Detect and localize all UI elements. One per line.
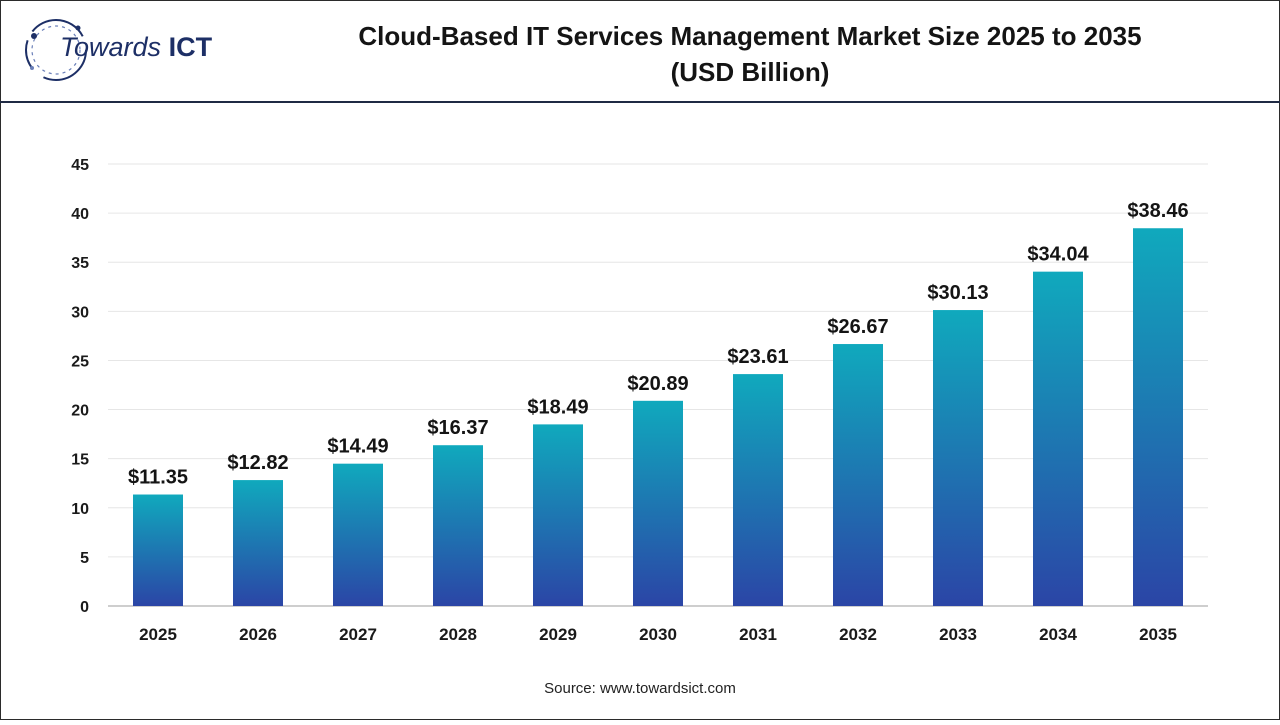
y-tick-label: 35 [71,255,89,272]
y-tick-label: 15 [71,452,89,469]
chart-title-line2: (USD Billion) [670,57,830,87]
bar-2033 [933,310,983,606]
x-tick-label-2035: 2035 [1139,625,1177,644]
x-tick-label-2027: 2027 [339,625,377,644]
bar-2026 [233,480,283,606]
data-label-2025: $11.35 [128,467,188,489]
y-tick-label: 30 [71,304,89,321]
y-tick-label: 10 [71,501,89,518]
bar-2029 [533,424,583,606]
data-label-2034: $34.04 [1027,244,1089,266]
bar-2035 [1133,228,1183,606]
x-tick-label-2034: 2034 [1039,625,1077,644]
y-tick-label: 5 [80,550,89,567]
header: Towards ICT Cloud-Based IT Services Mana… [0,0,1280,103]
x-tick-label-2029: 2029 [539,625,577,644]
logo-text-towards: Towards [60,32,169,62]
x-tick-label-2033: 2033 [939,625,977,644]
data-label-2031: $23.61 [727,346,788,368]
globe-logo-icon [25,19,87,81]
y-tick-label: 25 [71,353,89,370]
x-tick-label-2025: 2025 [139,625,177,644]
towards-ict-logo: Towards ICT [22,14,232,86]
y-tick-label: 40 [71,206,89,223]
bar-2025 [133,494,183,606]
y-axis-ticks: 0 5 10 15 20 25 30 35 40 45 [71,157,89,616]
bars [133,228,1183,606]
y-tick-label: 45 [71,157,89,174]
data-label-2032: $26.67 [827,316,888,338]
x-tick-label-2031: 2031 [739,625,777,644]
bar-2031 [733,374,783,606]
logo-text-ict: ICT [168,32,213,62]
bar-2027 [333,463,383,606]
data-label-2028: $16.37 [427,417,488,439]
x-tick-label-2028: 2028 [439,625,477,644]
x-tick-label-2026: 2026 [239,625,277,644]
bar-2028 [433,445,483,606]
chart-title: Cloud-Based IT Services Management Marke… [300,18,1200,90]
bar-2032 [833,344,883,606]
y-tick-label: 0 [80,599,89,616]
data-label-2029: $18.49 [527,396,588,418]
bar-2030 [633,400,683,606]
data-label-2027: $14.49 [327,436,388,458]
logo-text: Towards ICT [60,32,212,63]
data-label-2033: $30.13 [927,282,988,304]
data-label-2035: $38.46 [1127,200,1188,222]
data-label-2030: $20.89 [627,373,688,395]
data-label-2026: $12.82 [227,452,288,474]
y-tick-label: 20 [71,403,89,420]
bar-chart: 0 5 10 15 20 25 30 35 40 45 $11.35 $12.82 $14.49 $16… [0,102,1280,720]
x-axis-ticks: 2025 2026 2027 2028 2029 2030 2031 2032 2033 2034… [139,625,1177,644]
x-tick-label-2032: 2032 [839,625,877,644]
x-tick-label-2030: 2030 [639,625,677,644]
bar-2034 [1033,271,1083,606]
data-labels: $11.35 $12.82 $14.49 $16.37 $18.49 $20.89 $23.… [128,200,1189,488]
chart-title-line1: Cloud-Based IT Services Management Marke… [358,21,1142,51]
source-note: Source: www.towardsict.com [544,680,736,697]
